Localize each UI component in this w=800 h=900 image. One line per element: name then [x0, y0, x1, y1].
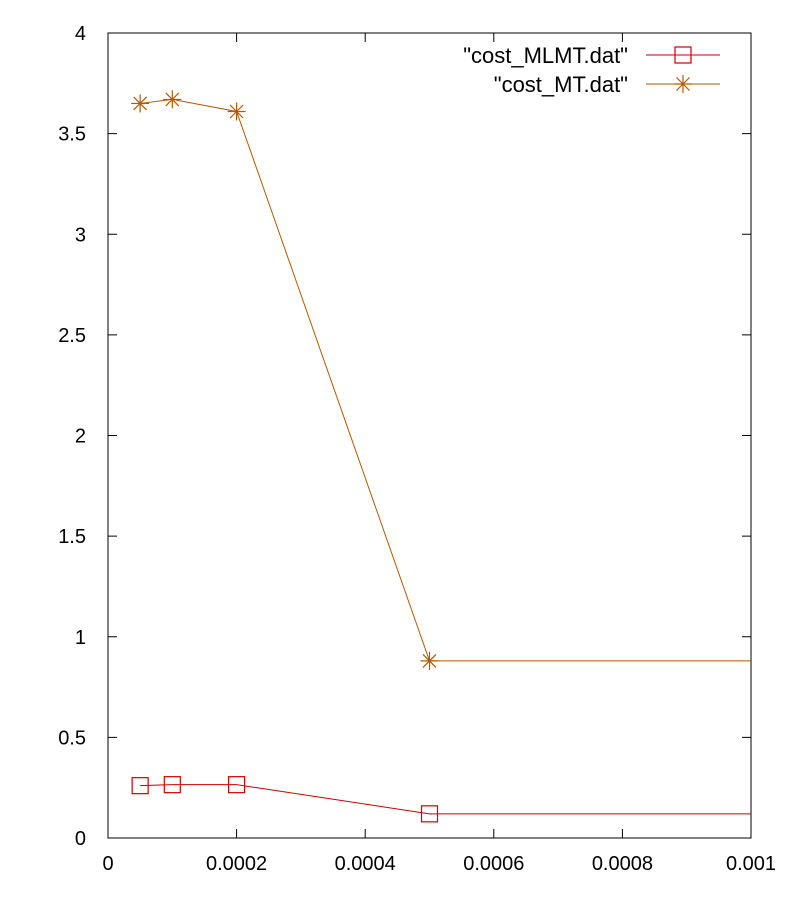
- y-tick-label: 1: [75, 627, 86, 649]
- y-tick-label: 2.5: [58, 325, 86, 347]
- x-tick-label: 0.0004: [335, 853, 396, 875]
- x-tick-label: 0.0002: [206, 853, 267, 875]
- data-point: [131, 777, 149, 795]
- x-tick-label: 0.0006: [463, 853, 524, 875]
- y-tick-label: 2: [75, 426, 86, 448]
- x-tick-label: 0.0008: [592, 853, 653, 875]
- x-tick-label: 0.001: [726, 853, 776, 875]
- x-tick-label: 0: [102, 853, 113, 875]
- legend-marker: [674, 46, 692, 64]
- legend-marker: [674, 75, 692, 93]
- data-point: [228, 776, 246, 794]
- legend: "cost_MLMT.dat" "cost_MT.dat": [463, 43, 720, 97]
- legend-label: "cost_MT.dat": [494, 72, 628, 97]
- axis-ticks: 0 0.0002 0.0004 0.0006 0.0008 0.001 0 0.5 1 1.5 2 2…: [58, 23, 776, 875]
- series-2: [131, 90, 751, 670]
- series-1: [131, 776, 751, 823]
- y-tick-label: 3: [75, 224, 86, 246]
- data-point: [131, 94, 150, 113]
- series-line: [140, 784, 751, 815]
- legend-entry: "cost_MLMT.dat": [463, 43, 720, 68]
- y-tick-label: 0.5: [58, 727, 86, 749]
- legend-label: "cost_MLMT.dat": [463, 43, 628, 68]
- y-tick-label: 4: [75, 23, 86, 45]
- data-point: [420, 651, 439, 670]
- series-layer: [131, 90, 751, 823]
- y-tick-label: 1.5: [58, 526, 86, 548]
- data-point: [227, 102, 246, 121]
- legend-entry: "cost_MT.dat": [494, 72, 720, 97]
- data-point: [420, 805, 439, 823]
- plot-frame: [107, 32, 752, 839]
- y-tick-label: 3.5: [58, 124, 86, 146]
- data-point: [163, 776, 181, 794]
- series-line: [140, 98, 751, 662]
- data-point: [163, 90, 182, 109]
- y-tick-label: 0: [75, 828, 86, 850]
